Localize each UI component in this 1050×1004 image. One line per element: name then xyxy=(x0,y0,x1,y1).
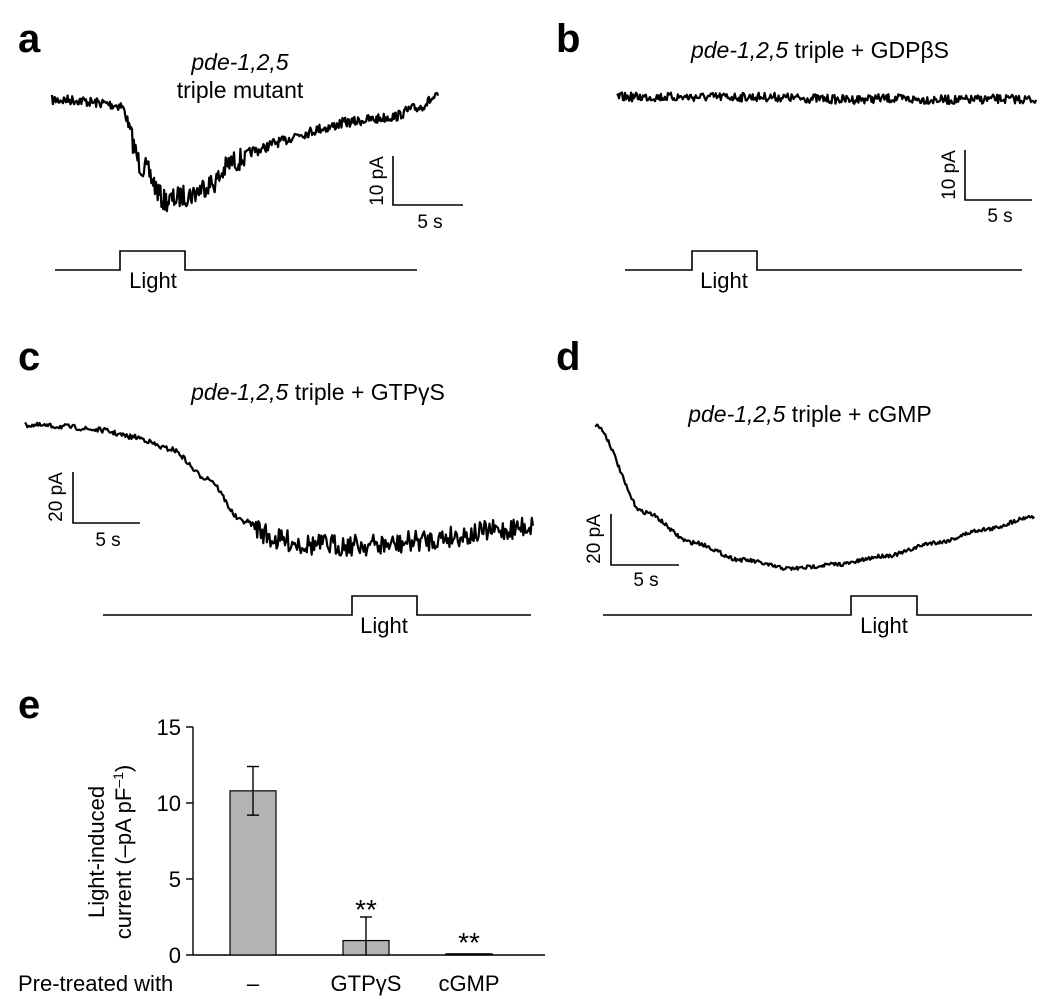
panel-c-scale-x-label: 5 s xyxy=(95,530,120,551)
x-tick-label-0: – xyxy=(247,971,260,996)
panel-b-title: pde-1,2,5 triple + GDPβS xyxy=(690,37,949,63)
panel-c-title-genotype: pde-1,2,5 xyxy=(190,379,288,405)
panel-b-title-treatment: triple + GDPβS xyxy=(788,37,949,63)
panel-e-ylabel-main: current (–pA pF xyxy=(111,788,136,940)
panel-a: a pde-1,2,5 triple mutant 10 pA 5 s Ligh… xyxy=(18,17,463,293)
panel-c-title-treatment: triple + GTPγS xyxy=(288,379,445,405)
panel-d: d pde-1,2,5 triple + cGMP 20 pA 5 s Ligh… xyxy=(556,335,1035,638)
x-tick-label-1: GTPγS xyxy=(331,971,402,996)
panel-d-title-treatment: triple + cGMP xyxy=(785,401,931,427)
panel-b: b pde-1,2,5 triple + GDPβS 10 pA 5 s Lig… xyxy=(556,17,1038,293)
panel-b-title-genotype: pde-1,2,5 xyxy=(690,37,788,63)
panel-letter-b: b xyxy=(556,17,580,61)
panel-a-title-genotype: pde-1,2,5 xyxy=(190,49,288,75)
bar-0 xyxy=(229,790,277,956)
y-tick-label-10: 10 xyxy=(157,791,181,816)
panel-b-scale-bar xyxy=(964,150,1032,201)
panel-e-xlabel: Pre-treated with xyxy=(18,971,173,996)
panel-c: c pde-1,2,5 triple + GTPγS 20 pA 5 s Lig… xyxy=(18,335,535,638)
panel-d-light-label: Light xyxy=(860,613,908,638)
panel-b-scale-y-label: 10 pA xyxy=(939,150,960,200)
panel-d-title: pde-1,2,5 triple + cGMP xyxy=(687,401,932,427)
panel-e-chart: 0 5 10 15 – ** GTPγS ** cGMP xyxy=(157,715,545,996)
panel-c-light-protocol xyxy=(103,595,531,616)
panel-c-scale-y-label: 20 pA xyxy=(46,472,67,522)
y-tick-label-0: 0 xyxy=(169,943,181,968)
panel-a-scale-x-label: 5 s xyxy=(417,212,442,233)
significance-2: ** xyxy=(458,927,480,958)
panel-a-scale-y-label: 10 pA xyxy=(367,156,388,206)
x-tick-label-2: cGMP xyxy=(438,971,499,996)
panel-a-scale-bar xyxy=(392,156,463,206)
panel-b-scale-x-label: 5 s xyxy=(987,206,1012,227)
panel-c-title: pde-1,2,5 triple + GTPγS xyxy=(190,379,445,405)
significance-1: ** xyxy=(355,894,377,925)
panel-b-current-trace xyxy=(616,91,1038,106)
panel-d-scale-x-label: 5 s xyxy=(633,570,658,591)
panel-d-current-trace xyxy=(594,423,1035,571)
panel-a-title-line1: pde-1,2,5 xyxy=(190,49,288,75)
y-tick-label-5: 5 xyxy=(169,867,181,892)
panel-a-light-label: Light xyxy=(129,268,177,293)
panel-e-ylabel-close: ) xyxy=(111,765,136,772)
panel-d-title-genotype: pde-1,2,5 xyxy=(687,401,785,427)
panel-e-ylabel-line1: Light-induced xyxy=(84,786,109,918)
panel-c-scale-bar xyxy=(72,472,140,524)
y-tick-label-15: 15 xyxy=(157,715,181,740)
panel-d-light-protocol xyxy=(603,595,1032,616)
panel-c-light-label: Light xyxy=(360,613,408,638)
panel-d-scale-bar xyxy=(610,514,679,566)
panel-a-light-protocol xyxy=(55,250,417,271)
panel-a-title-line2: triple mutant xyxy=(177,77,304,103)
panel-letter-c: c xyxy=(18,335,40,379)
panel-a-current-trace xyxy=(50,91,440,213)
panel-e-ylabel-line2: current (–pA pF–1) xyxy=(110,765,136,940)
panel-letter-e: e xyxy=(18,683,40,727)
panel-letter-a: a xyxy=(18,17,41,61)
panel-e-ylabel-superscript: –1 xyxy=(110,772,126,788)
panel-b-light-label: Light xyxy=(700,268,748,293)
panel-c-current-trace xyxy=(24,421,535,557)
bar-2 xyxy=(445,953,493,956)
panel-e: e Light-induced current (–pA pF–1) 0 5 10 1… xyxy=(18,683,545,996)
panel-d-scale-y-label: 20 pA xyxy=(584,514,605,564)
panel-letter-d: d xyxy=(556,335,580,379)
panel-b-light-protocol xyxy=(625,250,1022,271)
